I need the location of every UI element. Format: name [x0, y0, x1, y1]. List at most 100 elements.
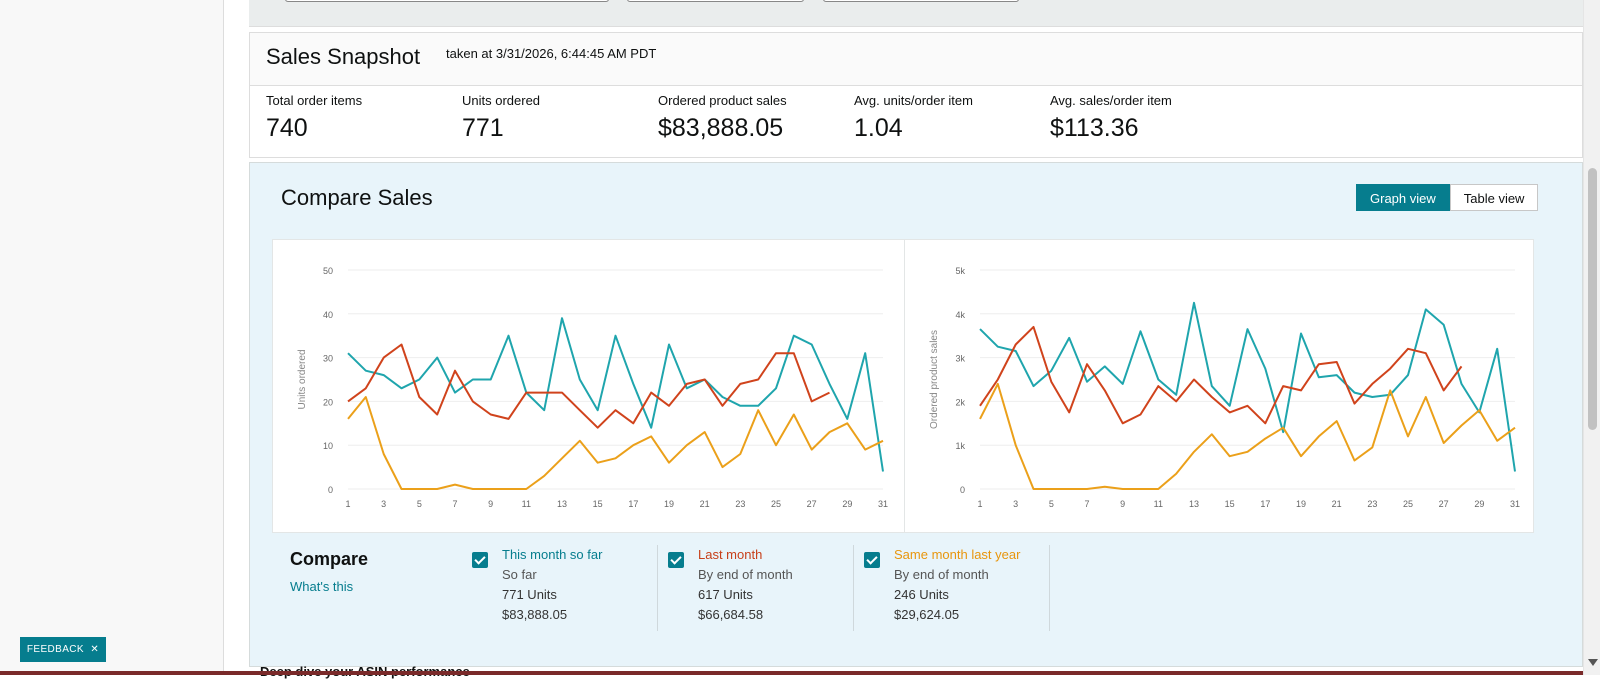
x-tick-label: 11: [1154, 499, 1163, 509]
legend-sales: $29,624.05: [894, 607, 960, 622]
x-tick-label: 17: [1260, 499, 1270, 509]
sales-snapshot: Sales Snapshot taken at 3/31/2026, 6:44:…: [249, 32, 1583, 158]
y-tick-label: 1k: [955, 441, 965, 451]
metric-ordered-product-sales: Ordered product sales $83,888.05: [658, 93, 787, 143]
y-tick-label: 4k: [955, 310, 965, 320]
filter-field-3[interactable]: [823, 0, 1019, 2]
series-line-0: [979, 301, 1516, 472]
snapshot-timestamp: taken at 3/31/2026, 6:44:45 AM PDT: [446, 46, 657, 61]
y-axis-label: Ordered product sales: [929, 330, 940, 429]
x-tick-label: 1: [345, 499, 350, 509]
x-tick-label: 3: [1013, 499, 1018, 509]
x-tick-label: 3: [381, 499, 386, 509]
legend-name: This month so far: [502, 547, 603, 562]
metric-avg-sales: Avg. sales/order item $113.36: [1050, 93, 1172, 143]
y-tick-label: 0: [328, 485, 333, 495]
x-tick-label: 31: [878, 499, 888, 509]
x-tick-label: 31: [1510, 499, 1520, 509]
scrollbar[interactable]: [1583, 0, 1600, 675]
y-tick-label: 50: [323, 266, 333, 276]
x-tick-label: 29: [842, 499, 852, 509]
y-tick-label: 20: [323, 397, 333, 407]
y-tick-label: 30: [323, 354, 333, 364]
x-tick-label: 1: [977, 499, 982, 509]
legend-text: Last month By end of month 617 Units $66…: [698, 545, 793, 625]
x-tick-label: 27: [1439, 499, 1449, 509]
graph-view-button[interactable]: Graph view: [1356, 184, 1450, 211]
x-tick-label: 19: [1296, 499, 1306, 509]
legend-units: 617 Units: [698, 587, 753, 602]
x-tick-label: 13: [1189, 499, 1199, 509]
x-tick-label: 25: [1403, 499, 1413, 509]
series-line-1: [347, 343, 830, 429]
x-tick-label: 5: [1049, 499, 1054, 509]
x-tick-label: 23: [1367, 499, 1377, 509]
scroll-down-arrow-icon[interactable]: [1588, 659, 1598, 666]
close-icon[interactable]: ✕: [87, 644, 100, 655]
series-line-1: [979, 325, 1463, 425]
series-line-2: [979, 382, 1516, 490]
same-month-last-year-checkbox[interactable]: [864, 552, 880, 568]
filter-bar: [249, 0, 1583, 27]
x-tick-label: 13: [557, 499, 567, 509]
legend-period: By end of month: [698, 567, 793, 582]
series-line-2: [347, 396, 884, 490]
y-tick-label: 40: [323, 310, 333, 320]
chart-divider: [904, 240, 905, 532]
left-gutter: [0, 0, 224, 675]
x-tick-label: 23: [735, 499, 745, 509]
legend-name: Same month last year: [894, 547, 1021, 562]
compare-sales-title: Compare Sales: [281, 185, 433, 210]
metric-label: Ordered product sales: [658, 93, 787, 108]
table-view-button[interactable]: Table view: [1449, 184, 1539, 211]
whats-this-link[interactable]: What's this: [290, 579, 354, 594]
x-tick-label: 17: [628, 499, 638, 509]
metric-value: $83,888.05: [658, 114, 784, 142]
metric-value: 1.04: [854, 114, 903, 142]
compare-sales-panel: Compare Sales Graph view Table view 0 10 2…: [249, 162, 1583, 667]
y-axis-label: Units ordered: [297, 349, 308, 409]
metric-value: 771: [462, 114, 504, 142]
x-tick-label: 21: [700, 499, 710, 509]
metric-avg-units: Avg. units/order item 1.04: [854, 93, 973, 143]
x-tick-label: 27: [807, 499, 817, 509]
legend-last-month: Last month By end of month 617 Units $66…: [658, 545, 854, 631]
legend-same-month-last-year: Same month last year By end of month 246…: [854, 545, 1050, 631]
legend-this-month: This month so far So far 771 Units $83,8…: [462, 545, 658, 631]
metric-units-ordered: Units ordered 771: [462, 93, 540, 143]
bottom-rule: [0, 671, 1583, 675]
series-line-0: [347, 317, 884, 472]
legend-period: So far: [502, 567, 537, 582]
y-tick-label: 2k: [955, 397, 965, 407]
x-tick-label: 7: [452, 499, 457, 509]
y-tick-label: 5k: [955, 266, 965, 276]
scrollbar-thumb[interactable]: [1588, 168, 1597, 430]
last-month-checkbox[interactable]: [668, 552, 684, 568]
legend-name: Last month: [698, 547, 763, 562]
legend-period: By end of month: [894, 567, 989, 582]
metric-label: Total order items: [266, 93, 363, 108]
legend-text: This month so far So far 771 Units $83,8…: [502, 545, 602, 625]
x-tick-label: 9: [1120, 499, 1125, 509]
snapshot-title: Sales Snapshot: [266, 44, 421, 69]
filter-field-2[interactable]: [627, 0, 804, 2]
view-toggle: Graph view Table view: [1356, 184, 1539, 211]
metric-value: 740: [266, 114, 308, 142]
x-tick-label: 11: [522, 499, 531, 509]
metric-value: $113.36: [1050, 114, 1139, 142]
x-tick-label: 9: [488, 499, 493, 509]
feedback-button[interactable]: FEEDBACK ✕: [20, 637, 106, 662]
legend-sales: $83,888.05: [502, 607, 568, 622]
x-tick-label: 5: [417, 499, 422, 509]
metric-label: Units ordered: [462, 93, 541, 108]
metric-label: Avg. sales/order item: [1050, 93, 1172, 108]
x-tick-label: 15: [593, 499, 603, 509]
filter-field-1[interactable]: [285, 0, 609, 2]
legend-units: 246 Units: [894, 587, 949, 602]
snapshot-header: Sales Snapshot taken at 3/31/2026, 6:44:…: [250, 33, 1582, 86]
this-month-checkbox[interactable]: [472, 552, 488, 568]
x-tick-label: 19: [664, 499, 674, 509]
compare-label: Compare: [290, 549, 369, 569]
x-tick-label: 29: [1474, 499, 1484, 509]
